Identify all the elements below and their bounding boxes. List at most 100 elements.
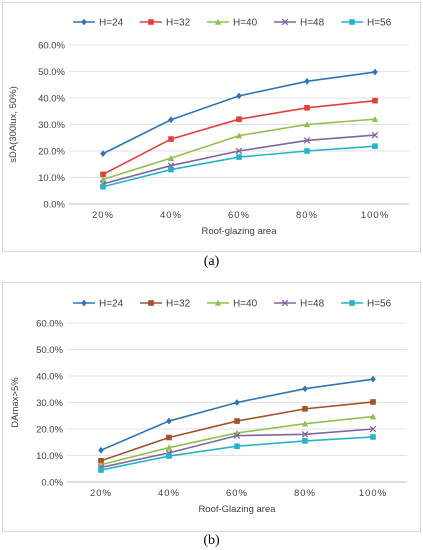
legend-item: H=40 bbox=[207, 299, 258, 310]
legend-marker bbox=[281, 299, 289, 307]
data-point bbox=[236, 154, 242, 160]
x-tick-label: 20% bbox=[90, 488, 112, 499]
legend-marker bbox=[81, 299, 87, 307]
data-point bbox=[372, 68, 378, 76]
legend-item: H=40 bbox=[207, 18, 258, 29]
data-point bbox=[166, 453, 172, 459]
data-point bbox=[234, 443, 240, 450]
series-h-32 bbox=[100, 97, 378, 178]
x-tick-label: 60% bbox=[228, 210, 250, 221]
legend-item: H=48 bbox=[274, 299, 325, 310]
legend-label: H=32 bbox=[166, 299, 191, 310]
legend: H=24 H=32 H=40 H=48 H=56 bbox=[73, 299, 392, 310]
series-h-32 bbox=[98, 399, 376, 464]
data-point bbox=[98, 446, 104, 454]
data-point bbox=[372, 143, 378, 150]
y-tick-label: 20.0% bbox=[36, 424, 63, 435]
x-tick-label: 40% bbox=[160, 210, 182, 221]
legend-item: H=32 bbox=[140, 299, 191, 310]
data-point bbox=[371, 131, 379, 139]
data-point bbox=[370, 375, 376, 383]
legend-marker bbox=[349, 19, 355, 25]
y-gridlines: 0.0% 10.0% 20.0% 30.0% 40.0% 50.0% 60.0% bbox=[36, 318, 407, 488]
y-tick-label: 0.0% bbox=[41, 477, 63, 488]
data-point bbox=[301, 420, 309, 427]
data-point bbox=[370, 434, 376, 440]
data-point bbox=[98, 467, 104, 473]
y-tick-label: 20.0% bbox=[38, 146, 65, 157]
legend-marker bbox=[214, 299, 222, 306]
legend-marker bbox=[349, 300, 355, 306]
y-tick-label: 10.0% bbox=[38, 173, 65, 184]
data-point bbox=[168, 136, 174, 142]
legend-label: H=24 bbox=[99, 299, 124, 310]
caption-b: (b) bbox=[203, 533, 220, 548]
x-tick-label: 20% bbox=[92, 210, 114, 221]
data-point bbox=[236, 116, 242, 122]
y-tick-label: 40.0% bbox=[36, 371, 63, 382]
data-point bbox=[301, 431, 309, 438]
series-line bbox=[100, 436, 374, 471]
x-tick-label: 80% bbox=[294, 488, 316, 499]
data-point bbox=[234, 418, 240, 424]
x-axis-title: Roof-glazing area bbox=[202, 226, 278, 237]
data-point bbox=[371, 115, 379, 122]
legend-label: H=48 bbox=[300, 18, 325, 29]
data-point bbox=[166, 417, 172, 425]
data-point bbox=[304, 148, 310, 154]
legend-label: H=32 bbox=[166, 18, 191, 29]
data-point bbox=[167, 154, 175, 161]
data-point bbox=[304, 77, 310, 85]
data-point bbox=[369, 413, 377, 420]
y-gridlines: 0.0% 10.0% 20.0% 30.0% 40.0% 50.0% 60.0% bbox=[38, 40, 409, 210]
data-point bbox=[99, 176, 107, 183]
series-h-56 bbox=[100, 143, 378, 190]
x-tick-labels: 20% 40% 60% 80% 100% bbox=[92, 210, 388, 221]
x-axis-title: Roof-Glazing area bbox=[198, 504, 276, 515]
data-point bbox=[233, 432, 241, 439]
y-axis-title: DAmax>5% bbox=[10, 377, 21, 428]
series-h-40 bbox=[99, 115, 379, 183]
data-point bbox=[166, 434, 172, 441]
legend-label: H=56 bbox=[367, 299, 392, 310]
legend-label: H=40 bbox=[233, 18, 258, 29]
x-tick-label: 40% bbox=[158, 488, 180, 499]
caption-a: (a) bbox=[203, 254, 220, 269]
y-tick-label: 30.0% bbox=[38, 120, 65, 131]
legend-item: H=56 bbox=[341, 18, 392, 29]
legend-marker bbox=[81, 18, 87, 26]
y-tick-label: 60.0% bbox=[36, 318, 63, 329]
series-h-24 bbox=[100, 68, 378, 158]
legend-label: H=24 bbox=[99, 18, 124, 29]
series-h-24 bbox=[98, 375, 376, 454]
data-point bbox=[98, 458, 104, 464]
chart-a-svg: H=24 H=32 H=40 H=48 H=56 0.0% 10.0% 20.0% 30.0% 4… bbox=[8, 18, 409, 237]
y-tick-label: 50.0% bbox=[38, 67, 65, 78]
x-tick-labels: 20% 40% 60% 80% 100% bbox=[90, 488, 387, 499]
legend-marker bbox=[148, 300, 154, 306]
data-point bbox=[236, 92, 242, 100]
data-point bbox=[100, 183, 106, 190]
data-point bbox=[165, 444, 173, 451]
y-tick-label: 10.0% bbox=[36, 451, 63, 462]
legend-item: H=56 bbox=[341, 299, 392, 310]
legend: H=24 H=32 H=40 H=48 H=56 bbox=[73, 18, 392, 29]
data-point bbox=[168, 166, 174, 173]
x-tick-label: 60% bbox=[226, 488, 248, 499]
legend-label: H=40 bbox=[233, 299, 258, 310]
legend-marker bbox=[281, 18, 289, 26]
data-point bbox=[304, 105, 310, 111]
data-point bbox=[369, 425, 377, 433]
series-line bbox=[102, 71, 376, 155]
data-point bbox=[168, 116, 174, 124]
x-tick-label: 100% bbox=[359, 488, 387, 499]
y-tick-label: 60.0% bbox=[38, 40, 65, 51]
chart-b-svg: H=24 H=32 H=40 H=48 H=56 0.0% 10.0% 20.0% 30.0% 4… bbox=[10, 299, 407, 515]
data-point bbox=[235, 147, 243, 155]
legend-item: H=32 bbox=[140, 18, 191, 29]
data-point bbox=[303, 121, 311, 128]
data-point bbox=[372, 97, 378, 104]
chart-panel-a: H=24 H=32 H=40 H=48 H=56 0.0% 10.0% 20.0% 30.0% 4… bbox=[2, 2, 421, 252]
legend-item: H=24 bbox=[73, 299, 124, 310]
data-point bbox=[302, 406, 308, 412]
